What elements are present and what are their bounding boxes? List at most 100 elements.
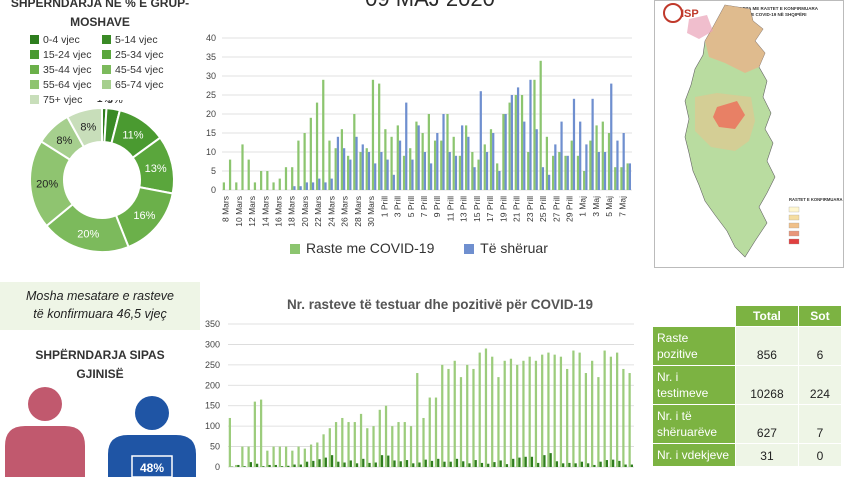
x-tick-label: 5 Maj bbox=[604, 196, 614, 217]
recovered-bar bbox=[473, 167, 476, 190]
tests-bar bbox=[559, 356, 563, 467]
tests-bar bbox=[322, 434, 325, 467]
cases-bar bbox=[607, 133, 611, 190]
age-legend-label: 5-14 vjec bbox=[115, 34, 158, 46]
cases-bar bbox=[595, 125, 598, 190]
positive-bar bbox=[430, 460, 434, 467]
age-legend-swatch bbox=[30, 80, 39, 89]
recovered-bar bbox=[616, 140, 619, 190]
recovered-bar bbox=[305, 182, 308, 190]
recovered-bar bbox=[442, 114, 445, 190]
recovered-bar bbox=[336, 136, 340, 190]
positive-bar bbox=[330, 455, 334, 467]
tests-bar bbox=[553, 354, 556, 467]
positive-bar bbox=[424, 459, 427, 467]
cases-bar bbox=[433, 140, 437, 190]
recovered-bar bbox=[417, 125, 420, 190]
tests-bar bbox=[297, 446, 300, 467]
tests-bar bbox=[591, 360, 594, 467]
recovered-bar bbox=[535, 129, 538, 190]
x-tick-label: 3 Maj bbox=[591, 196, 601, 217]
x-tick-label: 8 Mars bbox=[221, 196, 231, 222]
recovered-bar bbox=[523, 121, 526, 190]
map-legend-swatch bbox=[788, 206, 800, 213]
age-legend-swatch bbox=[30, 50, 39, 59]
tests-bar bbox=[341, 417, 344, 467]
tests-bar bbox=[347, 422, 350, 467]
mean-age-line2: të konfirmuara 46,5 vjeç bbox=[33, 307, 167, 321]
positive-bar bbox=[455, 458, 459, 467]
positive-bar bbox=[449, 461, 452, 467]
positive-bar bbox=[537, 462, 540, 467]
map-title-line2: ME COVID-19 NË SHQIPËRI bbox=[747, 11, 806, 17]
gender-figures: 48% bbox=[5, 387, 196, 477]
cases-bar bbox=[545, 136, 549, 190]
tests-bar bbox=[541, 354, 544, 467]
tests-bar bbox=[284, 446, 288, 467]
cases-bar bbox=[247, 159, 250, 190]
y-tick-label: 300 bbox=[205, 339, 220, 349]
positive-bar bbox=[262, 466, 265, 467]
positive-bar bbox=[505, 464, 509, 467]
tests-bar bbox=[403, 422, 406, 467]
cases-bar bbox=[297, 140, 300, 190]
stats-row-today: 0 bbox=[797, 443, 843, 467]
age-distribution-title: SHPËRNDARJA NË % E GRUP- MOSHAVE bbox=[0, 0, 200, 32]
tests-bar bbox=[453, 360, 456, 467]
tests-bar bbox=[378, 409, 381, 467]
tests-bar bbox=[266, 450, 269, 467]
donut-slice-label: 20% bbox=[77, 228, 99, 240]
cases-bar bbox=[353, 114, 356, 190]
cases-bar bbox=[235, 182, 238, 190]
positive-bar bbox=[243, 466, 246, 467]
x-tick-label: 13 Prill bbox=[459, 196, 469, 222]
recovered-bar bbox=[548, 174, 551, 190]
cases-bar bbox=[570, 140, 573, 190]
cases-bar bbox=[241, 144, 244, 190]
positive-bar bbox=[337, 461, 340, 467]
recovered-bar bbox=[603, 152, 607, 190]
age-legend-swatch bbox=[102, 50, 111, 59]
age-donut-chart: 1%3% 11% 13% 16% 20% 20% 8% 8% bbox=[29, 100, 175, 253]
recovered-bar bbox=[311, 182, 315, 190]
positive-bar bbox=[512, 458, 515, 467]
tests-bar bbox=[584, 373, 588, 467]
recovered-bar bbox=[628, 163, 632, 190]
x-tick-label: 11 Prill bbox=[445, 196, 455, 221]
positive-bar bbox=[318, 459, 321, 467]
x-tick-label: 10 Mars bbox=[234, 196, 244, 227]
age-legend-item: 75+ vjec bbox=[30, 94, 82, 106]
positive-bar bbox=[349, 460, 352, 467]
recovered-bar bbox=[467, 136, 470, 190]
recovered-bar bbox=[492, 133, 495, 190]
gender-title-line1: SHPËRNDARJA SIPAS bbox=[35, 348, 165, 362]
cases-bar bbox=[228, 159, 232, 190]
positive-bar bbox=[587, 463, 590, 467]
tests-bar bbox=[441, 364, 444, 467]
logo-text: ISP bbox=[681, 8, 699, 20]
tests-bar bbox=[566, 368, 569, 467]
stats-row-today: 6 bbox=[797, 326, 843, 366]
tests-bar bbox=[597, 377, 600, 467]
cases-bar bbox=[390, 136, 393, 190]
cases-bar bbox=[278, 178, 281, 190]
positive-bar bbox=[530, 456, 534, 467]
tests-bar bbox=[484, 348, 488, 467]
cases-bar bbox=[465, 125, 468, 190]
male-percentage: 48% bbox=[140, 461, 164, 475]
map-legend-swatch bbox=[788, 230, 800, 237]
positive-bar bbox=[524, 456, 527, 467]
cases-bar bbox=[322, 79, 325, 190]
age-legend-label: 75+ vjec bbox=[43, 94, 83, 106]
stats-row-label: Nr. i vdekjeve bbox=[652, 443, 736, 467]
x-tick-label: 23 Prill bbox=[525, 196, 535, 222]
male-figure-icon bbox=[108, 396, 196, 477]
x-tick-label: 7 Maj bbox=[617, 196, 627, 217]
daily-cases-chart: 0 5 10 15 20 25 30 35 40 8 Mars 10 Mars 12 Mars 14 M… bbox=[206, 33, 632, 227]
stats-row: Raste pozitive 856 6 bbox=[652, 326, 843, 366]
x-tick-label: 16 Mars bbox=[274, 196, 284, 227]
positive-bar bbox=[499, 460, 502, 467]
positive-bar bbox=[555, 461, 559, 467]
y-tick-label: 350 bbox=[205, 319, 220, 329]
recovered-bar bbox=[572, 98, 576, 190]
